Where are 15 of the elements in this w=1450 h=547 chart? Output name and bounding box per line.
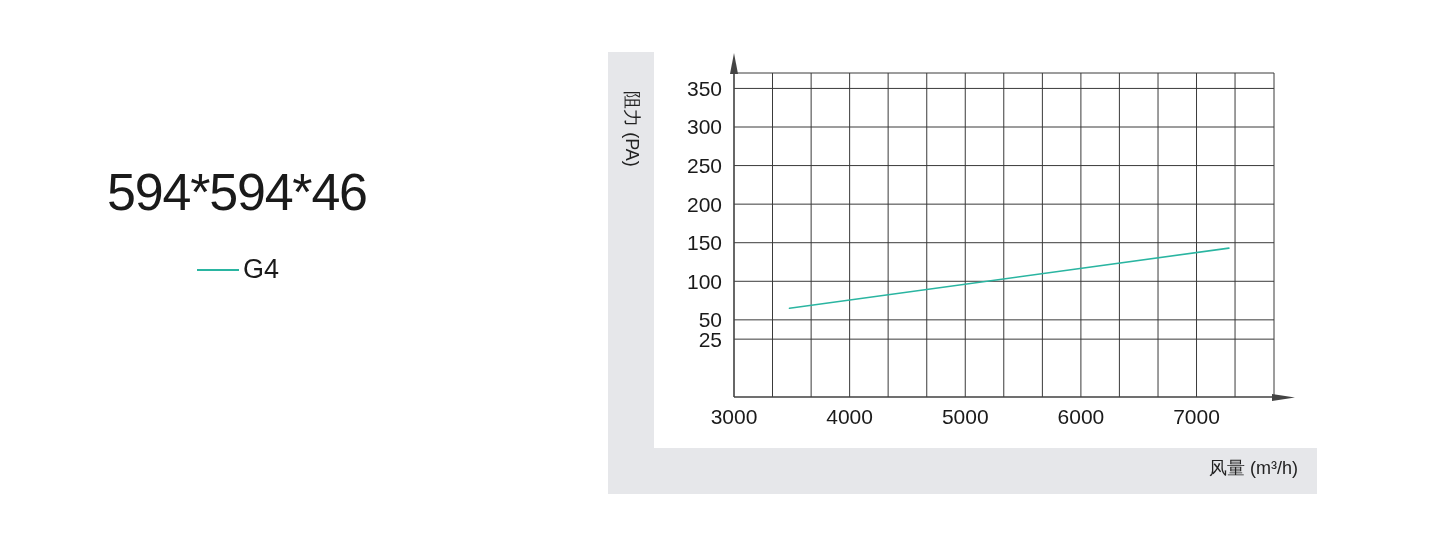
x-tick-label: 3000 [710, 404, 758, 428]
x-axis-title: 风量 (m³/h) [1209, 458, 1298, 478]
legend-label: G4 [243, 254, 280, 284]
x-tick-label: 5000 [941, 404, 989, 428]
y-tick-label: 350 [686, 76, 722, 100]
x-tick-label: 7000 [1173, 404, 1220, 428]
y-tick-label: 150 [686, 231, 722, 255]
y-axis-title: 阻力 (PA) [622, 91, 642, 167]
y-tick-label: 200 [686, 192, 722, 216]
y-tick-label: 300 [686, 115, 722, 139]
y-tick-label: 250 [686, 154, 722, 178]
text: 594*594*46 [107, 163, 367, 221]
y-tick-label: 100 [686, 269, 722, 293]
x-tick-label: 6000 [1057, 404, 1105, 428]
x-tick-label: 4000 [826, 404, 873, 428]
